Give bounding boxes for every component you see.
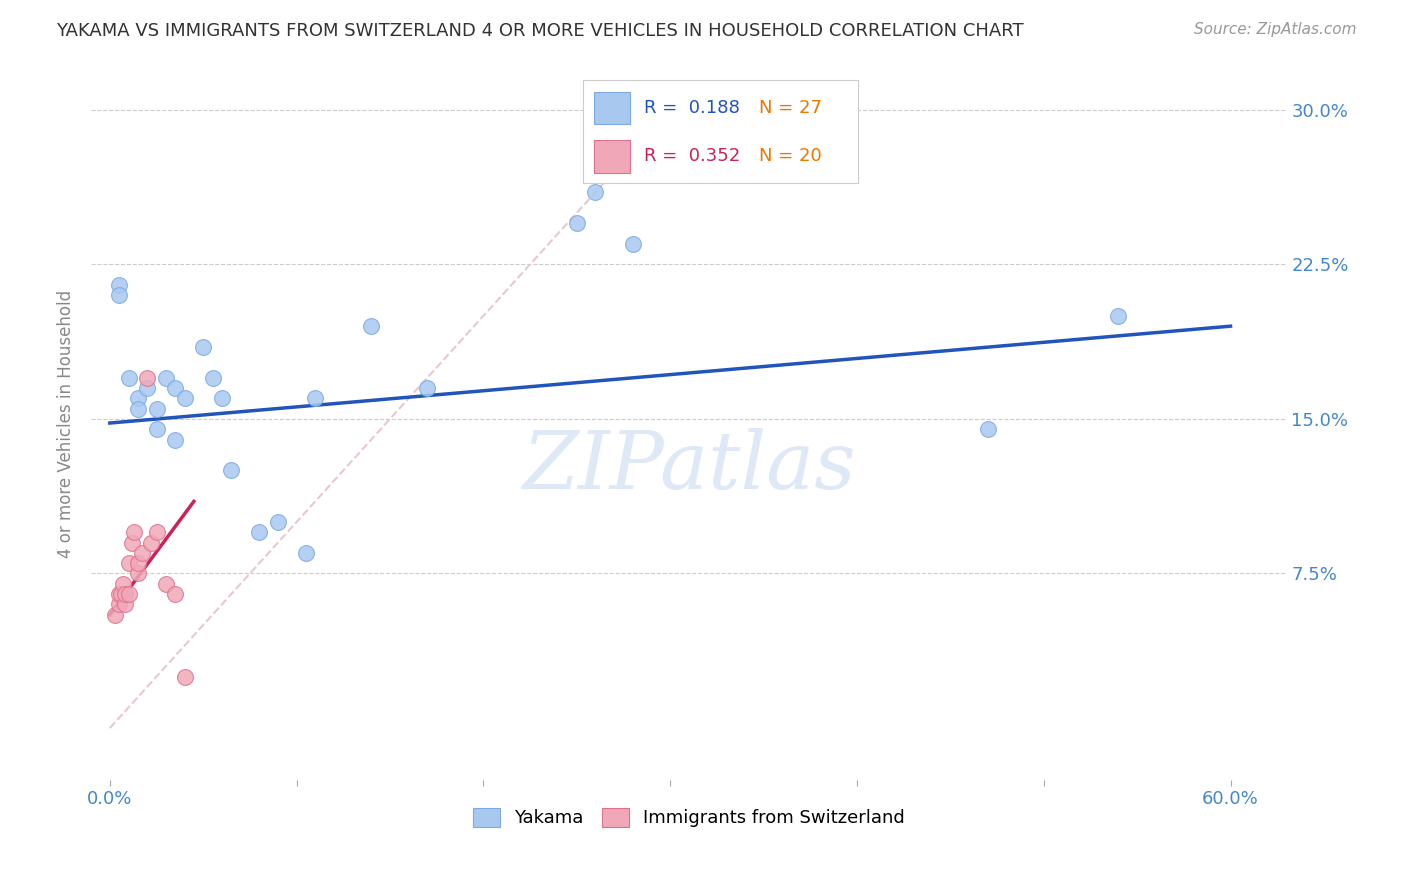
Point (127, 401, 149, 416)
Point (122, 525, 145, 540)
Text: YAKAMA VS IMMIGRANTS FROM SWITZERLAND 4 OR MORE VEHICLES IN HOUSEHOLD CORRELATIO: YAKAMA VS IMMIGRANTS FROM SWITZERLAND 4 … (56, 22, 1024, 40)
Point (585, 185, 607, 199)
Point (121, 535, 143, 549)
Point (304, 392, 326, 406)
Point (155, 576, 177, 591)
Point (295, 546, 318, 560)
Point (211, 392, 233, 406)
Text: R =  0.352: R = 0.352 (644, 147, 740, 165)
Point (977, 422, 1000, 436)
Point (1108, 309, 1130, 323)
Point (136, 370, 159, 384)
Point (131, 546, 153, 560)
Point (565, 216, 588, 230)
Point (127, 392, 149, 406)
Point (111, 576, 134, 591)
Point (145, 422, 167, 436)
Point (110, 587, 132, 601)
Point (360, 319, 382, 334)
Point (114, 598, 136, 612)
Text: N = 20: N = 20 (759, 147, 821, 165)
Point (165, 587, 187, 601)
Point (155, 370, 177, 384)
Point (219, 463, 242, 477)
Point (108, 277, 131, 292)
Point (416, 381, 439, 395)
Point (136, 381, 159, 395)
Text: Source: ZipAtlas.com: Source: ZipAtlas.com (1194, 22, 1357, 37)
Point (108, 288, 131, 302)
Point (193, 340, 215, 354)
Point (267, 515, 290, 529)
Point (117, 370, 139, 384)
Point (139, 535, 162, 549)
Y-axis label: 4 or more Vehicles in Household: 4 or more Vehicles in Household (58, 290, 75, 558)
Point (117, 587, 139, 601)
Point (173, 392, 195, 406)
Point (165, 381, 187, 395)
Point (127, 566, 149, 581)
Point (145, 525, 167, 540)
Text: R =  0.188: R = 0.188 (644, 99, 740, 117)
Point (114, 587, 136, 601)
Point (108, 587, 131, 601)
Point (165, 433, 187, 447)
Bar (595, 140, 630, 173)
Point (145, 401, 167, 416)
Point (117, 556, 139, 570)
Text: ZIPatlas: ZIPatlas (522, 428, 856, 506)
Point (173, 669, 195, 683)
Text: N = 27: N = 27 (759, 99, 823, 117)
Legend: Yakama, Immigrants from Switzerland: Yakama, Immigrants from Switzerland (465, 801, 912, 835)
Point (127, 556, 149, 570)
Point (104, 607, 127, 622)
Point (201, 370, 224, 384)
Point (108, 598, 131, 612)
Point (247, 525, 270, 540)
Point (621, 236, 644, 251)
Bar (595, 92, 630, 124)
